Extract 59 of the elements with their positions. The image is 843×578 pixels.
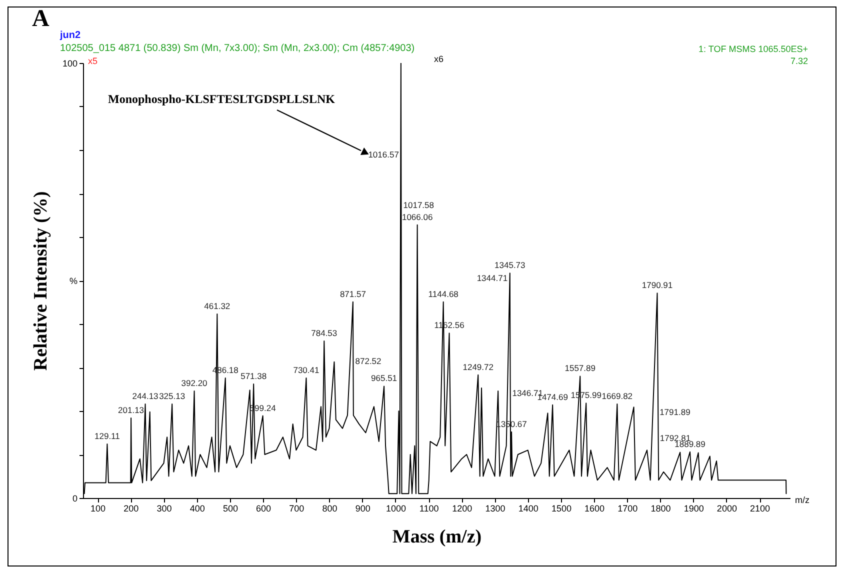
text: A [32, 6, 50, 32]
x-tick-label: 900 [355, 504, 370, 514]
text: 1: TOF MSMS 1065.50ES+ [698, 44, 808, 54]
annotation: 571.38 [240, 371, 267, 382]
x-tick-label: 2000 [716, 504, 737, 514]
annotation: 1557.89 [564, 363, 596, 374]
annotation: 1016.57 [368, 149, 400, 160]
x-tick-label: 1200 [452, 504, 472, 514]
line-series [84, 63, 787, 494]
x-tick-label: 1000 [386, 504, 406, 514]
x-tick-label: 1800 [650, 504, 671, 514]
annotation: 730.41 [293, 364, 320, 375]
annotation: 325.13 [159, 391, 186, 402]
x-tick-label: 200 [124, 504, 139, 514]
y-tick-label: 0 [72, 494, 78, 504]
annotation: 871.57 [340, 288, 366, 299]
annotation: 1017.58 [403, 200, 434, 210]
annotation: 461.32 [204, 300, 230, 311]
annotation: 1345.73 [494, 260, 526, 270]
text: 7.32 [790, 56, 808, 66]
y-tick-label: % [69, 276, 78, 286]
x-tick-label: 100 [90, 504, 106, 514]
x-tick-label: 1500 [551, 504, 572, 514]
annotation: 965.51 [371, 373, 398, 384]
annotation: 244.13 [132, 391, 159, 402]
annotation: 1791.89 [660, 406, 691, 417]
annotation: 1790.91 [642, 280, 673, 290]
x-tick-label: 800 [322, 504, 338, 514]
x-tick-label: 1400 [518, 504, 538, 514]
x-tick-label: 500 [222, 504, 238, 514]
annotation: 1249.72 [462, 362, 494, 372]
x-tick-label: 1700 [618, 504, 638, 514]
annotation: 784.53 [311, 328, 338, 338]
annotation: 1066.06 [402, 212, 433, 222]
chart-subtitle: 102505_015 4871 (50.839) Sm (Mn, 7x3.00); Sm (Mn, 2x3.00); Cm (4857:4903) [60, 43, 415, 54]
chart-title: jun2 [59, 30, 81, 41]
y-tick-label: 100 [62, 58, 78, 68]
x-tick-label: 600 [256, 504, 272, 514]
x-tick-label: 2100 [750, 504, 770, 514]
y-axis-title: Relative Intensity (%) [30, 191, 52, 371]
x-tick-label: 300 [156, 504, 172, 514]
x-tick-label: 1300 [485, 504, 506, 514]
annotation: 1144.68 [428, 288, 459, 299]
x-tick-label: 400 [190, 504, 205, 514]
annotation: 1669.82 [602, 391, 633, 402]
annotation: 201.13 [118, 404, 144, 415]
annotation: 129.11 [94, 431, 120, 442]
x-tick-label: 1100 [419, 504, 439, 514]
x-tick-label: 1600 [584, 504, 605, 514]
annotation: 872.52 [355, 356, 382, 366]
x-tick-label: 1900 [684, 504, 704, 514]
annotation: 392.20 [181, 378, 208, 388]
annotation: 1344.71 [476, 272, 508, 283]
annotation: x6 [434, 54, 444, 64]
text: m/z [795, 495, 810, 505]
x-tick-label: 700 [289, 504, 304, 514]
annotation: x5 [88, 56, 98, 66]
x-axis-title: Mass (m/z) [392, 526, 482, 548]
annotation: Monophospho-KLSFTESLTGDSPLLSLNK [108, 92, 336, 106]
